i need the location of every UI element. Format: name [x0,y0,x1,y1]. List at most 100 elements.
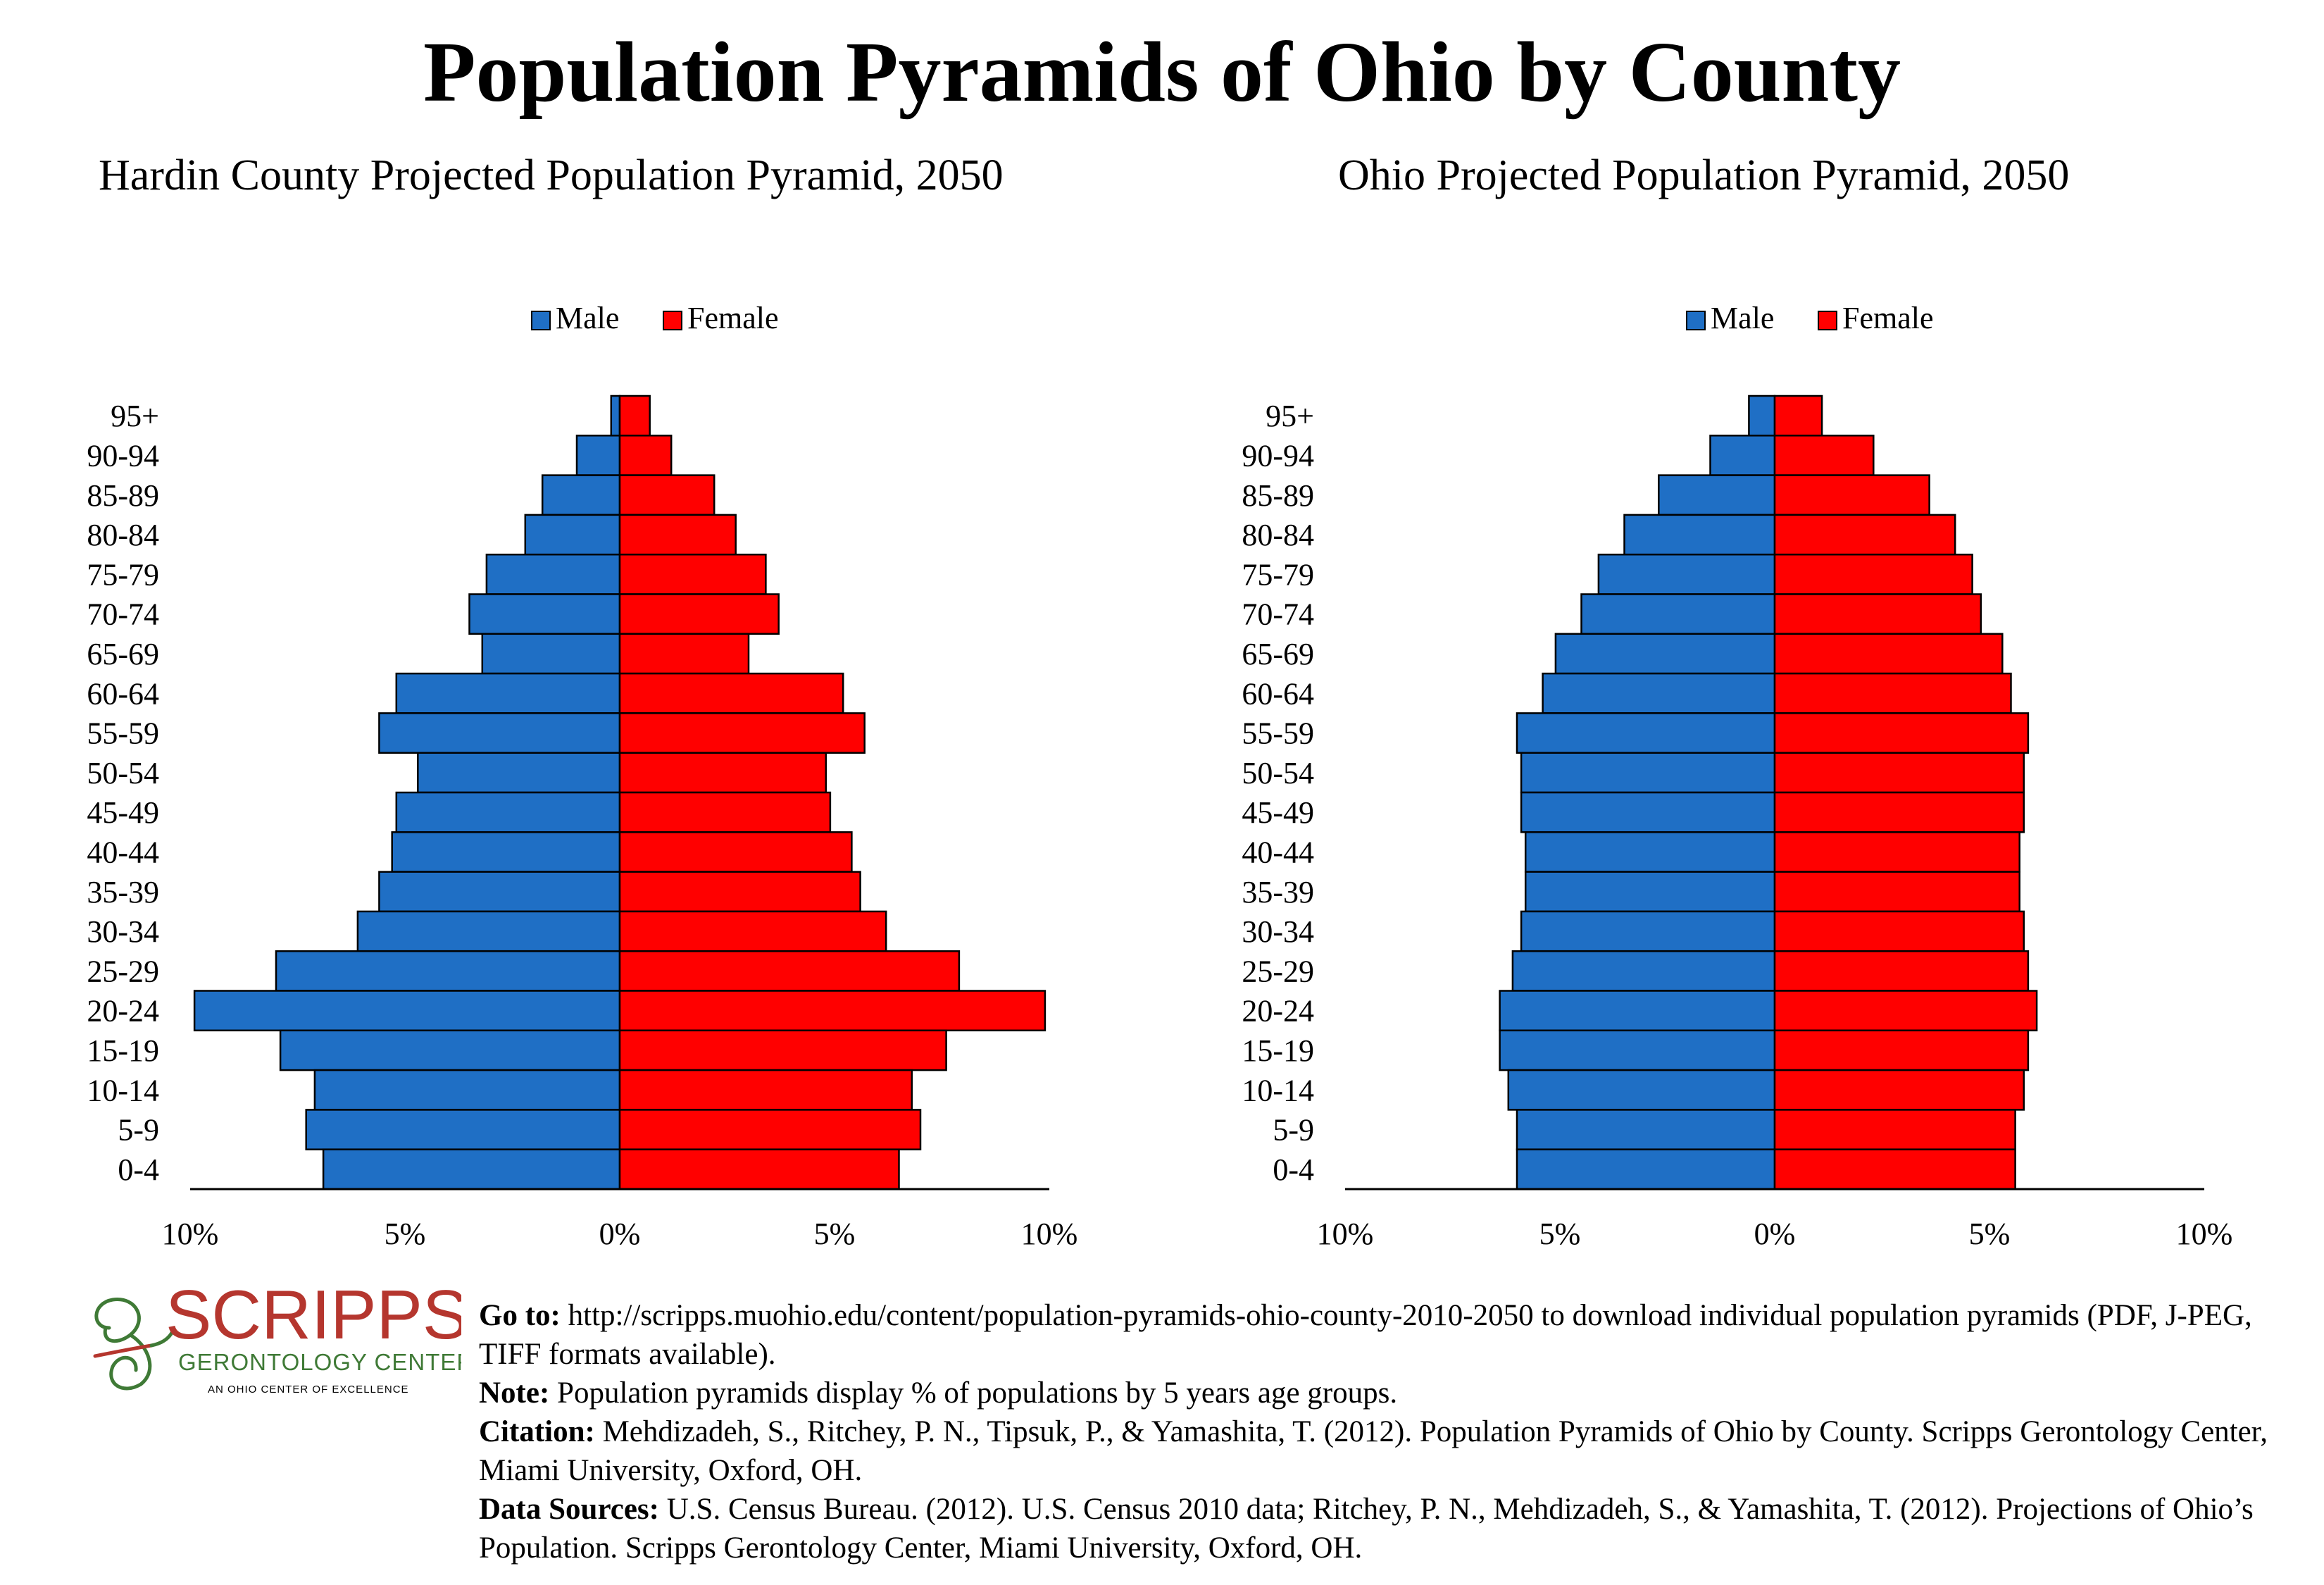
hardin-category-label: 5-9 [118,1113,159,1148]
ohio-bar-female-5-9 [1773,1109,2016,1150]
ohio-category-label: 85-89 [1242,478,1314,513]
logo-tagline: AN OHIO CENTER OF EXCELLENCE [208,1384,409,1396]
ohio-bar-male-55-59 [1516,712,1776,754]
hardin-legend-male-swatch [531,311,551,330]
ohio-bar-female-35-39 [1773,871,2020,913]
scripps-swirl-icon [93,1298,175,1391]
ohio-bar-male-10-14 [1507,1069,1776,1111]
footer-notes: Go to: http://scripps.muohio.edu/content… [479,1296,2310,1567]
hardin-x-tick-label: 10% [162,1217,219,1251]
hardin-bar-female-10-14 [618,1069,913,1111]
hardin-category-label: 0-4 [118,1152,159,1187]
hardin-bar-male-10-14 [313,1069,621,1111]
hardin-bar-male-90-94 [575,435,621,476]
hardin-category-label: 80-84 [87,518,159,552]
hardin-category-label: 55-59 [87,716,159,751]
hardin-bar-female-15-19 [618,1029,947,1071]
ohio-bar-male-25-29 [1511,950,1776,992]
ohio-bar-male-65-69 [1554,633,1776,675]
hardin-bar-female-25-29 [618,950,961,992]
ohio-bar-female-40-44 [1773,831,2020,873]
hardin-category-label: 50-54 [87,756,159,790]
ohio-bar-male-90-94 [1709,435,1776,476]
note-text: Population pyramids display % of populat… [557,1376,1398,1410]
ohio-bar-male-85-89 [1658,474,1776,516]
ohio-bar-female-85-89 [1773,474,1930,516]
ohio-bar-female-50-54 [1773,752,2025,794]
ohio-bar-female-95+ [1773,394,1823,437]
ohio-bar-male-95+ [1748,394,1776,437]
ohio-category-label: 30-34 [1242,914,1314,949]
hardin-category-label: 45-49 [87,795,159,830]
hardin-category-label: 70-74 [87,597,159,632]
ohio-bar-female-75-79 [1773,553,1973,595]
footer-goto: Go to: http://scripps.muohio.edu/content… [479,1296,2310,1374]
ohio-legend-male-swatch [1686,311,1706,330]
scripps-logo: SCRIPPS GERONTOLOGY CENTER AN OHIO CENTE… [93,1279,461,1396]
ohio-bar-male-70-74 [1580,593,1776,635]
ohio-category-label: 45-49 [1242,795,1314,830]
ohio-legend-female-swatch [1818,311,1837,330]
hardin-category-label: 65-69 [87,637,159,671]
ohio-bar-female-0-4 [1773,1148,2016,1191]
goto-label: Go to: [479,1299,561,1332]
hardin-bar-female-80-84 [618,514,737,556]
hardin-category-label: 10-14 [87,1073,159,1107]
ohio-x-tick-label: 10% [2176,1217,2233,1251]
ohio-x-tick-label: 10% [1317,1217,1374,1251]
ohio-category-label: 50-54 [1242,756,1314,790]
hardin-bar-male-50-54 [417,752,621,794]
hardin-bar-female-85-89 [618,474,716,516]
ohio-category-label: 10-14 [1242,1073,1314,1107]
ohio-category-label: 70-74 [1242,597,1314,632]
hardin-bar-female-45-49 [618,791,832,833]
ohio-x-tick-label: 0% [1754,1217,1796,1251]
hardin-x-tick-label: 5% [385,1217,426,1251]
hardin-bar-male-55-59 [378,712,621,754]
ohio-x-tick-label: 5% [1969,1217,2011,1251]
hardin-bar-female-20-24 [618,990,1047,1032]
hardin-x-tick-label: 10% [1021,1217,1078,1251]
ohio-category-label: 40-44 [1242,835,1314,869]
ohio-bar-male-45-49 [1520,791,1776,833]
hardin-bar-female-65-69 [618,633,750,675]
hardin-bar-male-95+ [610,394,621,437]
hardin-category-label: 90-94 [87,438,159,473]
hardin-bar-male-85-89 [541,474,621,516]
hardin-bar-male-60-64 [395,672,621,714]
hardin-x-tick-label: 5% [814,1217,856,1251]
hardin-category-label: 75-79 [87,557,159,592]
hardin-bar-female-55-59 [618,712,866,754]
ohio-category-label: 0-4 [1273,1152,1314,1187]
ohio-bar-female-15-19 [1773,1029,2030,1071]
hardin-bar-male-75-79 [485,553,621,595]
ohio-category-label: 60-64 [1242,676,1314,711]
hardin-x-tick-label: 0% [599,1217,641,1251]
ohio-category-label: 20-24 [1242,994,1314,1028]
ohio-category-label: 90-94 [1242,438,1314,473]
ohio-bar-male-75-79 [1597,553,1776,595]
hardin-legend-female-swatch [663,311,682,330]
ohio-category-label: 75-79 [1242,557,1314,592]
hardin-category-label: 40-44 [87,835,159,869]
ohio-legend-female-label: Female [1842,301,1934,335]
ohio-category-label: 15-19 [1242,1033,1314,1068]
hardin-bar-male-70-74 [468,593,621,635]
hardin-bar-male-65-69 [481,633,621,675]
hardin-category-label: 15-19 [87,1033,159,1068]
hardin-bar-male-15-19 [279,1029,621,1071]
logo-subtitle: GERONTOLOGY CENTER [178,1349,461,1375]
hardin-category-label: 30-34 [87,914,159,949]
hardin-bar-male-80-84 [524,514,621,556]
hardin-bar-male-30-34 [356,910,621,952]
ohio-category-label: 65-69 [1242,637,1314,671]
hardin-bar-male-25-29 [275,950,621,992]
ohio-category-label: 25-29 [1242,954,1314,988]
ohio-bar-female-45-49 [1773,791,2025,833]
ohio-bar-male-0-4 [1516,1148,1776,1191]
ohio-bar-male-30-34 [1520,910,1776,952]
hardin-category-label: 95+ [111,399,159,433]
hardin-category-label: 25-29 [87,954,159,988]
ohio-bar-female-60-64 [1773,672,2012,714]
